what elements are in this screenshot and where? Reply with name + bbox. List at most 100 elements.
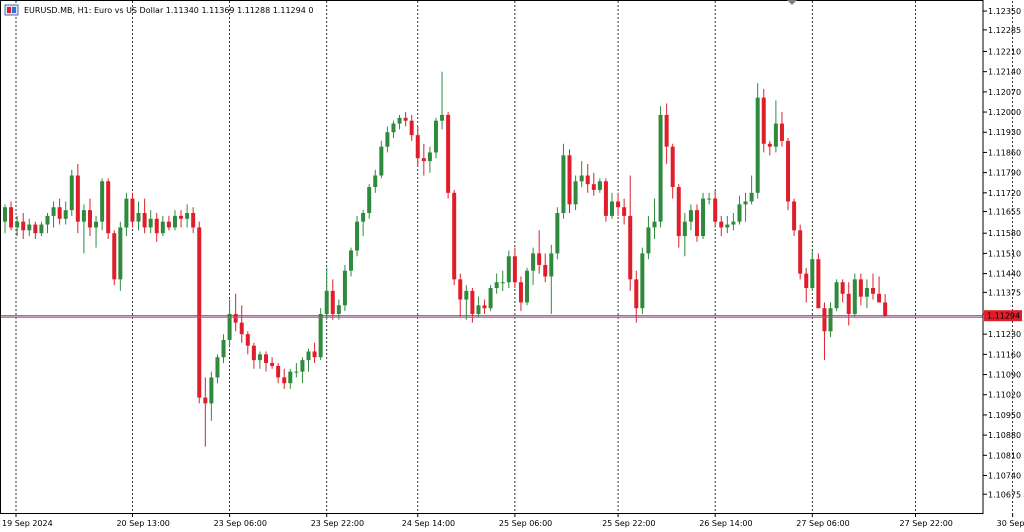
candle[interactable]: [640, 247, 645, 314]
candle[interactable]: [57, 198, 62, 225]
candle[interactable]: [549, 244, 554, 314]
candle[interactable]: [767, 140, 772, 156]
candle[interactable]: [694, 204, 699, 242]
candle[interactable]: [525, 267, 530, 306]
candle[interactable]: [555, 207, 560, 260]
candle[interactable]: [852, 273, 857, 317]
candle[interactable]: [658, 106, 663, 228]
candle[interactable]: [701, 192, 706, 239]
candle[interactable]: [707, 192, 712, 205]
candle[interactable]: [397, 114, 402, 130]
candle[interactable]: [652, 198, 657, 239]
candle[interactable]: [94, 215, 99, 248]
candle[interactable]: [761, 88, 766, 153]
candle[interactable]: [21, 213, 26, 239]
candle[interactable]: [506, 250, 511, 289]
candle[interactable]: [324, 267, 329, 320]
candle[interactable]: [883, 294, 888, 318]
candle[interactable]: [39, 221, 44, 237]
candle[interactable]: [227, 299, 232, 346]
candle[interactable]: [245, 331, 250, 355]
candle[interactable]: [191, 207, 196, 234]
candle[interactable]: [409, 114, 414, 141]
candle[interactable]: [51, 201, 56, 228]
candle[interactable]: [294, 363, 299, 378]
candle[interactable]: [494, 273, 499, 294]
candle[interactable]: [864, 279, 869, 309]
candle[interactable]: [622, 198, 627, 225]
candle[interactable]: [798, 224, 803, 280]
candle[interactable]: [628, 175, 633, 291]
candle[interactable]: [373, 169, 378, 193]
candle[interactable]: [185, 204, 190, 228]
chart-shift-marker[interactable]: [787, 0, 797, 5]
candle[interactable]: [172, 210, 177, 231]
candle[interactable]: [737, 195, 742, 225]
candle[interactable]: [276, 363, 281, 384]
candle[interactable]: [391, 120, 396, 139]
candle[interactable]: [15, 215, 20, 237]
candle[interactable]: [75, 163, 80, 234]
candle[interactable]: [336, 299, 341, 320]
candle[interactable]: [33, 221, 38, 239]
candle[interactable]: [664, 103, 669, 164]
candle[interactable]: [440, 71, 445, 130]
candle[interactable]: [154, 213, 159, 242]
candle[interactable]: [63, 201, 68, 225]
candle[interactable]: [822, 302, 827, 361]
candle[interactable]: [719, 215, 724, 237]
chart-window-icon[interactable]: [4, 4, 19, 16]
candle[interactable]: [458, 273, 463, 317]
candle[interactable]: [300, 357, 305, 384]
candle[interactable]: [367, 184, 372, 219]
candle[interactable]: [786, 138, 791, 211]
candle[interactable]: [421, 143, 426, 176]
candle[interactable]: [142, 198, 147, 234]
candle[interactable]: [646, 215, 651, 260]
candle[interactable]: [209, 371, 214, 421]
candle[interactable]: [591, 172, 596, 196]
candle[interactable]: [610, 192, 614, 219]
candle[interactable]: [816, 253, 821, 309]
candle[interactable]: [518, 276, 523, 312]
candle[interactable]: [755, 83, 760, 199]
candle[interactable]: [543, 253, 548, 283]
candle[interactable]: [858, 273, 863, 306]
candle[interactable]: [166, 215, 171, 231]
candle[interactable]: [306, 348, 311, 372]
candle[interactable]: [579, 161, 584, 188]
candle[interactable]: [537, 230, 542, 274]
candle[interactable]: [464, 285, 469, 320]
candle[interactable]: [846, 282, 851, 326]
candle[interactable]: [203, 377, 208, 447]
candle[interactable]: [257, 351, 262, 369]
candle[interactable]: [446, 112, 451, 199]
candle[interactable]: [713, 189, 718, 228]
candle[interactable]: [342, 264, 347, 312]
candle[interactable]: [312, 342, 317, 364]
candle[interactable]: [239, 305, 244, 343]
candle[interactable]: [427, 146, 432, 173]
candle[interactable]: [603, 178, 608, 222]
candle[interactable]: [415, 126, 420, 167]
candle[interactable]: [136, 201, 141, 231]
candle[interactable]: [567, 149, 572, 214]
candle[interactable]: [585, 163, 590, 193]
candle[interactable]: [616, 192, 621, 216]
candle[interactable]: [749, 175, 754, 205]
candle[interactable]: [87, 198, 92, 237]
candle[interactable]: [221, 334, 226, 364]
candle[interactable]: [828, 302, 833, 338]
candle[interactable]: [676, 184, 681, 248]
candle[interactable]: [106, 178, 111, 239]
candle[interactable]: [148, 210, 153, 234]
candle[interactable]: [330, 279, 335, 320]
candle[interactable]: [743, 192, 748, 222]
candle[interactable]: [81, 204, 86, 254]
candle[interactable]: [840, 279, 845, 303]
candle[interactable]: [531, 247, 536, 286]
candle[interactable]: [282, 368, 287, 389]
candle[interactable]: [361, 210, 366, 237]
candle[interactable]: [834, 279, 839, 312]
